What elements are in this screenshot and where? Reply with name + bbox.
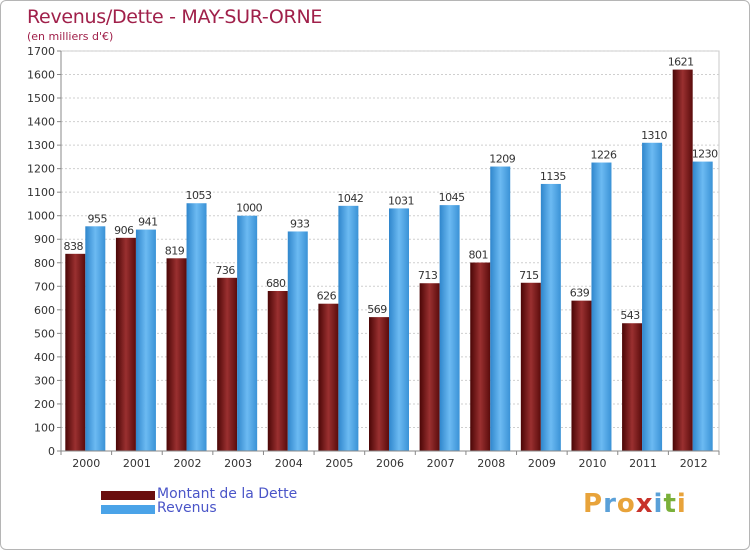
bar-dette	[470, 262, 491, 451]
x-tick-label: 2000	[72, 457, 100, 470]
x-tick-label: 2005	[325, 457, 353, 470]
chart-subtitle: (en milliers d'€)	[27, 30, 114, 43]
y-tick-label: 800	[34, 257, 55, 270]
bar-dette	[65, 253, 86, 451]
y-tick-label: 700	[34, 280, 55, 293]
data-label-dette: 639	[570, 287, 590, 300]
bar-revenus	[389, 208, 409, 451]
x-tick-label: 2006	[376, 457, 404, 470]
data-label-revenus: 941	[138, 216, 158, 229]
bar-dette	[217, 277, 238, 451]
data-label-dette: 819	[165, 244, 185, 257]
y-tick-label: 400	[34, 351, 55, 364]
data-label-revenus: 1031	[388, 194, 414, 207]
x-tick-label: 2011	[629, 457, 657, 470]
legend-swatch-revenus	[101, 505, 155, 514]
bar-revenus	[642, 142, 663, 451]
data-label-dette: 569	[367, 303, 387, 316]
y-tick-label: 100	[34, 421, 55, 434]
bar-dette	[267, 291, 288, 451]
bar-dette	[369, 317, 389, 451]
data-label-revenus: 1209	[489, 153, 515, 166]
data-label-revenus: 1310	[641, 129, 667, 142]
y-tick-label: 1200	[27, 163, 55, 176]
bar-dette	[115, 237, 136, 451]
y-tick-label: 0	[48, 445, 55, 458]
y-tick-label: 1400	[27, 116, 55, 129]
x-tick-label: 2012	[680, 457, 708, 470]
logo-letter: t	[663, 489, 677, 519]
x-tick-label: 2010	[578, 457, 606, 470]
y-tick-label: 1500	[27, 92, 55, 105]
y-tick-label: 1600	[27, 69, 55, 82]
y-tick-label: 200	[34, 398, 55, 411]
logo-letter: i	[653, 489, 664, 519]
y-tick-label: 1700	[27, 45, 55, 58]
logo-letter: i	[676, 489, 687, 519]
data-label-revenus: 1000	[236, 202, 262, 215]
data-label-revenus: 933	[290, 217, 310, 230]
data-label-dette: 543	[620, 309, 640, 322]
bar-revenus	[85, 226, 106, 451]
bar-revenus	[237, 215, 258, 451]
logo-letter: P	[583, 489, 604, 519]
y-tick-label: 600	[34, 304, 55, 317]
data-label-dette: 736	[215, 264, 235, 277]
bar-revenus	[287, 231, 308, 451]
bar-revenus	[439, 205, 460, 451]
bar-revenus	[135, 229, 156, 451]
data-label-revenus: 1230	[692, 148, 718, 161]
bar-dette	[571, 300, 592, 451]
chart-title: Revenus/Dette - MAY-SUR-ORNE	[27, 6, 323, 28]
logo-letter: r	[603, 489, 617, 519]
bar-dette	[419, 283, 440, 451]
x-tick-label: 2008	[477, 457, 505, 470]
logo-letter: o	[616, 489, 636, 519]
bar-dette	[672, 69, 693, 452]
bar-dette	[166, 258, 187, 451]
data-label-dette: 680	[266, 277, 286, 290]
data-label-dette: 713	[418, 269, 438, 282]
y-tick-label: 1300	[27, 139, 55, 152]
bar-revenus	[490, 166, 511, 451]
x-tick-label: 2009	[528, 457, 556, 470]
data-label-revenus: 955	[88, 212, 108, 225]
legend-label-dette: Montant de la Dette	[157, 486, 298, 502]
y-tick-label: 900	[34, 233, 55, 246]
bar-revenus	[692, 161, 713, 451]
logo-letter: x	[635, 489, 654, 519]
y-tick-label: 1000	[27, 210, 55, 223]
data-label-revenus: 1226	[590, 149, 616, 162]
proxiti-logo: Proxiti	[583, 489, 687, 519]
bar-revenus	[540, 183, 561, 452]
x-tick-label: 2007	[427, 457, 455, 470]
bar-revenus	[186, 203, 207, 451]
data-label-dette: 838	[64, 240, 84, 253]
legend-swatch-dette	[101, 491, 155, 500]
y-tick-label: 300	[34, 374, 55, 387]
y-tick-label: 500	[34, 327, 55, 340]
data-label-dette: 1621	[668, 56, 694, 69]
x-tick-label: 2004	[275, 457, 303, 470]
legend-label-revenus: Revenus	[157, 500, 217, 516]
data-label-dette: 626	[317, 290, 337, 303]
data-label-revenus: 1042	[337, 192, 363, 205]
data-label-revenus: 1135	[540, 170, 566, 183]
data-label-dette: 906	[114, 224, 134, 237]
data-label-dette: 801	[468, 249, 488, 262]
bar-dette	[318, 303, 339, 451]
data-label-revenus: 1053	[186, 189, 212, 202]
bar-revenus	[338, 205, 359, 451]
data-label-dette: 715	[519, 269, 539, 282]
y-tick-label: 1100	[27, 186, 55, 199]
x-tick-label: 2003	[224, 457, 252, 470]
x-tick-label: 2002	[174, 457, 202, 470]
bar-dette	[622, 323, 643, 451]
bar-revenus	[591, 162, 612, 451]
data-label-revenus: 1045	[439, 191, 465, 204]
x-tick-label: 2001	[123, 457, 151, 470]
bar-dette	[520, 282, 541, 451]
